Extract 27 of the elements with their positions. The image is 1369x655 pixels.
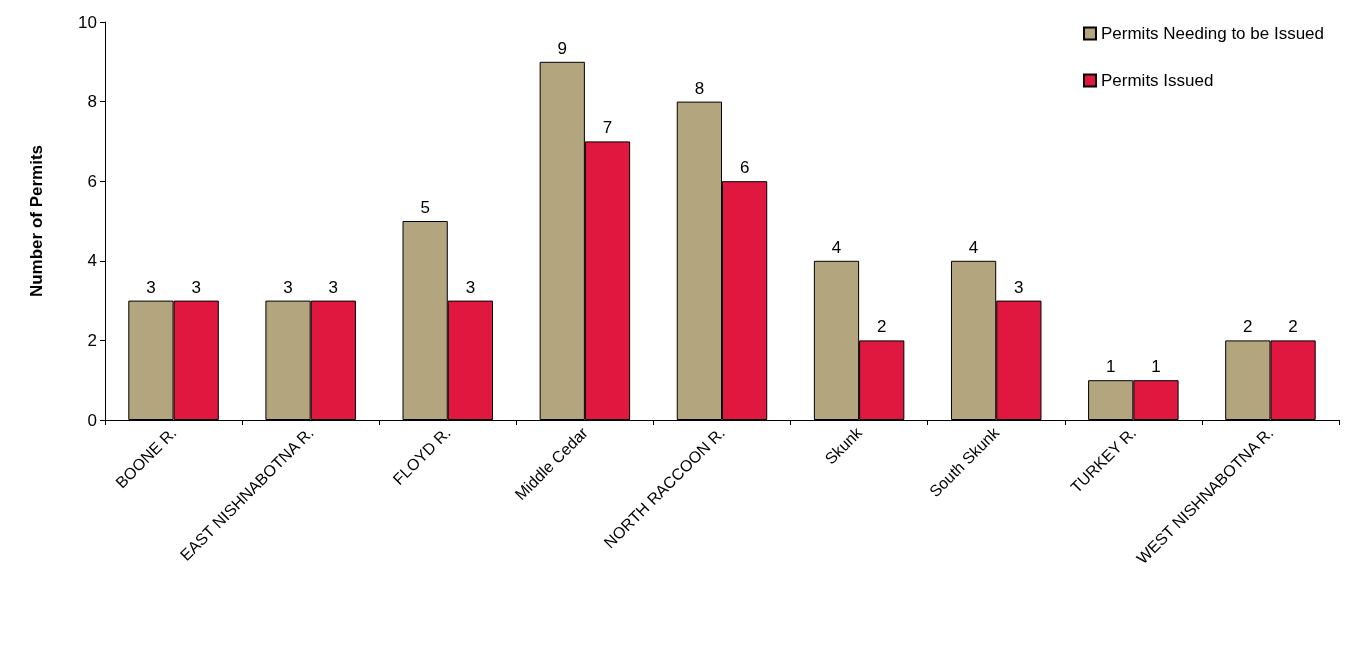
legend-label: Permits Issued: [1100, 71, 1214, 90]
data-label: 2: [1243, 317, 1253, 337]
data-label: 1: [1151, 357, 1161, 377]
legend-label: Permits Needing to be Issued: [1100, 24, 1325, 43]
data-label: 2: [877, 317, 887, 337]
y-axis-title: Number of Permits: [27, 144, 46, 298]
data-label: 3: [465, 277, 476, 297]
data-label: 7: [602, 118, 613, 138]
data-label: 3: [283, 277, 293, 297]
data-label: 9: [557, 38, 567, 58]
y-tick-label: 4: [87, 251, 97, 271]
y-tick-label: 8: [87, 92, 97, 112]
y-tick-label: 2: [87, 330, 97, 350]
data-label: 1: [1105, 357, 1116, 377]
data-label: 6: [739, 158, 750, 178]
data-label: 4: [831, 237, 842, 257]
y-tick-label: 0: [87, 410, 97, 430]
data-label: 5: [420, 198, 430, 217]
y-tick-label: 6: [87, 171, 97, 191]
data-label: 2: [1288, 317, 1298, 337]
data-label: 4: [968, 237, 979, 257]
data-label: 3: [1014, 277, 1024, 297]
y-tick-label: 10: [78, 12, 97, 32]
data-label: 8: [694, 78, 705, 98]
data-label: 3: [146, 277, 156, 297]
data-label: 3: [191, 277, 201, 297]
data-label: 3: [328, 277, 339, 297]
